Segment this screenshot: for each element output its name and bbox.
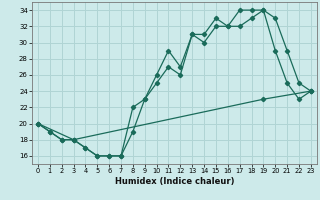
X-axis label: Humidex (Indice chaleur): Humidex (Indice chaleur) (115, 177, 234, 186)
